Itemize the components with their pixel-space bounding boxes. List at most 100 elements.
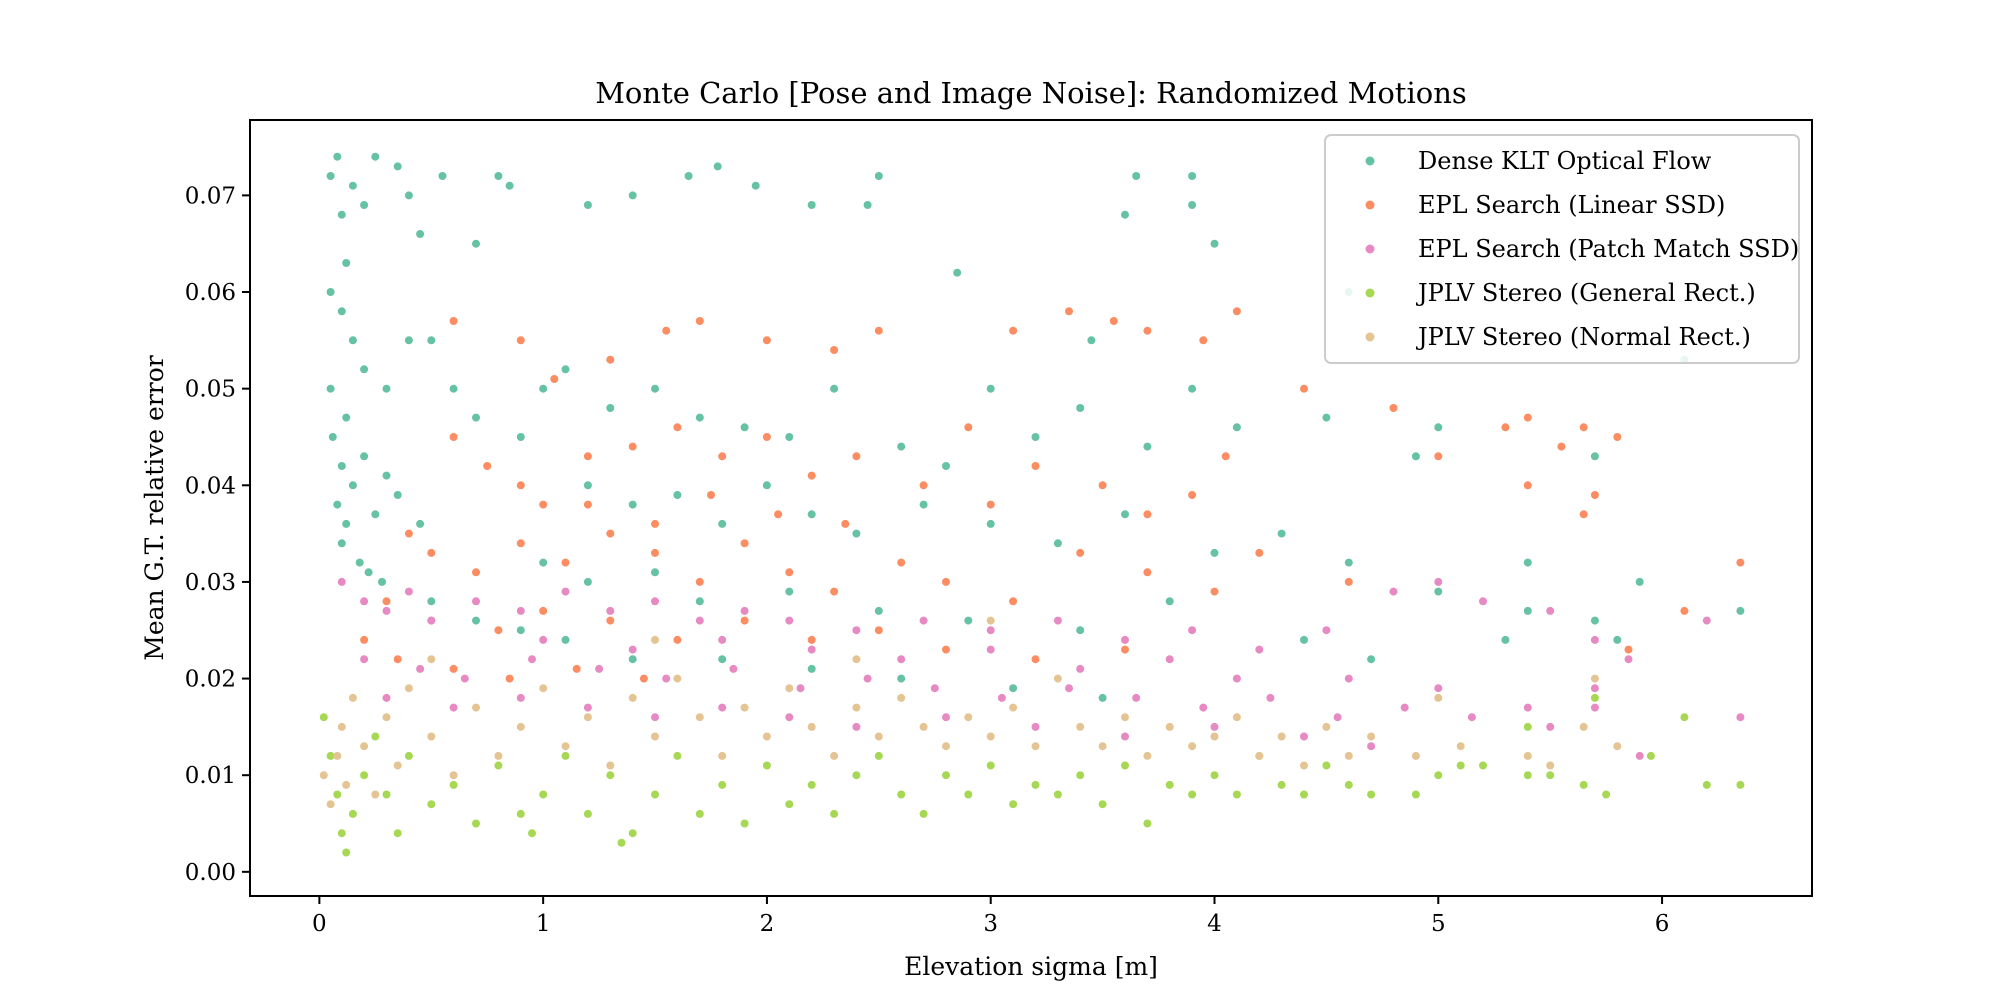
scatter-point	[1065, 307, 1073, 316]
scatter-point	[942, 742, 950, 751]
scatter-point	[651, 568, 659, 577]
scatter-point	[740, 819, 749, 828]
scatter-point	[1590, 684, 1599, 693]
scatter-point	[651, 519, 659, 528]
scatter-point	[1065, 684, 1073, 693]
scatter-point	[1702, 780, 1711, 789]
scatter-point	[328, 433, 337, 441]
scatter-point	[796, 684, 805, 693]
scatter-point	[1300, 635, 1308, 644]
scatter-point	[516, 336, 525, 345]
scatter-point	[1076, 664, 1085, 673]
y-axis-label: Mean G.T. relative error	[140, 355, 169, 661]
scatter-point	[1076, 626, 1085, 635]
scatter-point	[1613, 742, 1622, 751]
scatter-point	[1031, 433, 1040, 441]
scatter-point	[583, 500, 592, 509]
scatter-point	[1143, 442, 1152, 451]
scatter-point	[986, 645, 995, 654]
scatter-point	[807, 722, 816, 731]
scatter-point	[1143, 510, 1152, 519]
scatter-point	[364, 568, 373, 577]
scatter-point	[342, 780, 351, 789]
scatter-point	[472, 703, 480, 712]
scatter-point	[1232, 307, 1241, 316]
scatter-point	[382, 597, 391, 606]
scatter-point	[404, 336, 413, 345]
scatter-point	[516, 722, 525, 731]
scatter-point	[1009, 703, 1018, 712]
scatter-point	[695, 413, 704, 422]
x-tick-label: 1	[536, 911, 551, 937]
scatter-point	[1232, 790, 1241, 799]
axes-frame	[249, 119, 1813, 897]
scatter-point	[360, 201, 369, 209]
scatter-point	[606, 355, 615, 364]
scatter-point	[1143, 751, 1152, 760]
scatter-point	[718, 519, 727, 528]
scatter-point	[561, 558, 570, 567]
scatter-point	[438, 172, 447, 180]
scatter-point	[1210, 587, 1219, 596]
scatter-point	[1132, 693, 1141, 702]
scatter-point	[360, 771, 369, 780]
scatter-point	[897, 655, 906, 664]
scatter-point	[785, 616, 794, 625]
scatter-point	[528, 829, 536, 838]
scatter-point	[1300, 732, 1308, 741]
scatter-point	[695, 713, 704, 722]
scatter-point	[986, 626, 995, 635]
scatter-point	[1479, 761, 1487, 770]
scatter-point	[371, 732, 380, 741]
scatter-point	[337, 462, 346, 470]
scatter-point	[1590, 616, 1599, 625]
scatter-point	[1467, 713, 1476, 722]
scatter-point	[1277, 732, 1286, 741]
scatter-point	[371, 152, 380, 161]
scatter-point	[1602, 790, 1611, 799]
scatter-point	[606, 529, 615, 538]
y-tick-label: 0.05	[185, 377, 236, 403]
scatter-point	[852, 452, 861, 461]
scatter-point	[1009, 597, 1018, 606]
scatter-point	[516, 539, 525, 548]
legend-marker	[1365, 200, 1375, 210]
legend-label: JPLV Stereo (Normal Rect.)	[1415, 323, 1751, 351]
legend-marker	[1365, 244, 1375, 254]
scatter-point	[550, 375, 559, 383]
scatter-point	[1165, 780, 1174, 789]
scatter-point	[1479, 597, 1487, 606]
scatter-point	[695, 317, 704, 325]
scatter-point	[863, 674, 872, 683]
scatter-point	[1132, 172, 1141, 180]
scatter-point	[740, 703, 749, 712]
scatter-point	[360, 742, 369, 751]
scatter-point	[986, 761, 995, 770]
legend-label: JPLV Stereo (General Rect.)	[1415, 279, 1756, 307]
scatter-point	[1098, 742, 1107, 751]
scatter-point	[830, 751, 839, 760]
scatter-point	[1333, 713, 1342, 722]
scatter-point	[852, 655, 861, 664]
scatter-point	[427, 655, 436, 664]
scatter-point	[416, 519, 425, 528]
scatter-point	[472, 616, 480, 625]
scatter-point	[841, 519, 850, 528]
scatter-point	[360, 635, 369, 644]
scatter-point	[483, 462, 492, 470]
scatter-point	[673, 635, 682, 644]
scatter-point	[449, 780, 458, 789]
scatter-point	[897, 558, 906, 567]
scatter-point	[1523, 413, 1532, 422]
scatter-point	[1255, 548, 1264, 557]
scatter-point	[874, 326, 883, 335]
scatter-point	[393, 829, 402, 838]
scatter-point	[427, 597, 436, 606]
scatter-point	[1590, 452, 1599, 461]
scatter-point	[874, 606, 883, 615]
scatter-point	[740, 616, 749, 625]
scatter-point	[583, 713, 592, 722]
scatter-point	[561, 751, 570, 760]
scatter-point	[382, 471, 391, 480]
scatter-point	[874, 751, 883, 760]
